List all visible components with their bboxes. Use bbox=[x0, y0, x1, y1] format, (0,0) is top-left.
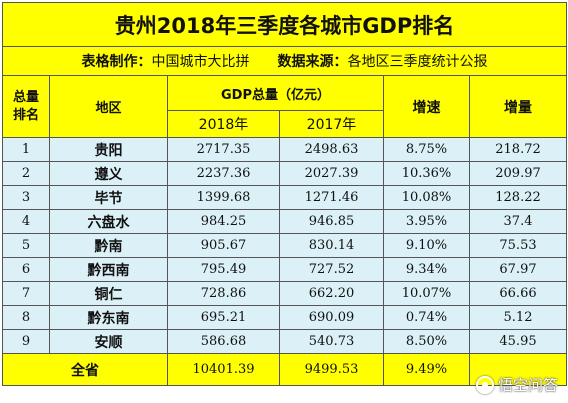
total-2017: 9499.53 bbox=[279, 353, 384, 386]
cell-increase: 66.66 bbox=[468, 281, 568, 306]
table-row: 6 黔西南 795.49 727.52 9.34% 67.97 bbox=[2, 257, 568, 282]
maker-label: 表格制作： bbox=[81, 54, 152, 70]
cell-rank: 3 bbox=[2, 185, 50, 210]
table-row: 9 安顺 586.68 540.73 8.50% 45.95 bbox=[2, 329, 568, 354]
cell-2017: 662.20 bbox=[279, 281, 384, 306]
cell-2018: 984.25 bbox=[167, 209, 280, 234]
cell-region: 遵义 bbox=[49, 161, 168, 186]
cell-2017: 830.14 bbox=[279, 233, 384, 258]
cell-increase: 45.95 bbox=[468, 329, 568, 354]
table-row: 2 遵义 2237.36 2027.39 10.36% 209.97 bbox=[2, 161, 568, 186]
gdp-ranking-table: 贵州2018年三季度各城市GDP排名 表格制作：中国城市大比拼 数据来源：各地区三… bbox=[1, 2, 568, 386]
cell-region: 安顺 bbox=[49, 329, 168, 354]
maker-value: 中国城市大比拼 bbox=[151, 54, 250, 70]
cell-increase: 37.4 bbox=[468, 209, 568, 234]
cell-growth: 8.50% bbox=[383, 329, 470, 354]
cell-region: 黔南 bbox=[49, 233, 168, 258]
cell-2018: 2237.36 bbox=[167, 161, 280, 186]
cell-rank: 5 bbox=[2, 233, 50, 258]
cell-growth: 3.95% bbox=[383, 209, 470, 234]
meta-row: 表格制作：中国城市大比拼 数据来源：各地区三季度统计公报 bbox=[1, 46, 568, 76]
total-label: 全省 bbox=[2, 353, 168, 386]
cell-2017: 727.52 bbox=[279, 257, 384, 282]
cell-2017: 690.09 bbox=[279, 305, 384, 330]
cell-2017: 2027.39 bbox=[279, 161, 384, 186]
cell-2018: 695.21 bbox=[167, 305, 280, 330]
cell-rank: 9 bbox=[2, 329, 50, 354]
table-row: 3 毕节 1399.68 1271.46 10.08% 128.22 bbox=[2, 185, 568, 210]
cell-2017: 946.85 bbox=[279, 209, 384, 234]
cell-growth: 10.36% bbox=[383, 161, 470, 186]
watermark: 悟空问答 bbox=[475, 374, 558, 395]
cell-region: 铜仁 bbox=[49, 281, 168, 306]
source-label: 数据来源： bbox=[277, 54, 348, 70]
cell-rank: 6 bbox=[2, 257, 50, 282]
cell-2018: 795.49 bbox=[167, 257, 280, 282]
cell-increase: 5.12 bbox=[468, 305, 568, 330]
cell-growth: 10.07% bbox=[383, 281, 470, 306]
cell-region: 毕节 bbox=[49, 185, 168, 210]
table-row: 7 铜仁 728.86 662.20 10.07% 66.66 bbox=[2, 281, 568, 306]
total-row: 全省 10401.39 9499.53 9.49% bbox=[2, 353, 568, 386]
cell-growth: 9.10% bbox=[383, 233, 470, 258]
cell-rank: 7 bbox=[2, 281, 50, 306]
header-row-2: 2018年 2017年 bbox=[3, 110, 567, 138]
cell-2018: 2717.35 bbox=[167, 137, 280, 162]
cell-increase: 128.22 bbox=[468, 185, 568, 210]
cell-rank: 4 bbox=[2, 209, 50, 234]
cell-2018: 586.68 bbox=[167, 329, 280, 354]
cell-2017: 540.73 bbox=[279, 329, 384, 354]
header-row-1: 总量排名 地区 GDP总量（亿元） 增速 增量 bbox=[2, 75, 568, 138]
header-increase: 增量 bbox=[468, 75, 568, 138]
cell-rank: 8 bbox=[2, 305, 50, 330]
wukong-logo-icon bbox=[475, 375, 494, 394]
source-value: 各地区三季度统计公报 bbox=[347, 54, 488, 70]
header-2017: 2017年 bbox=[279, 110, 384, 138]
table-row: 4 六盘水 984.25 946.85 3.95% 37.4 bbox=[2, 209, 568, 234]
cell-growth: 8.75% bbox=[383, 137, 470, 162]
cell-growth: 10.08% bbox=[383, 185, 470, 210]
header-gdp-group: GDP总量（亿元） bbox=[167, 75, 384, 111]
cell-region: 黔东南 bbox=[49, 305, 168, 330]
table-row: 8 黔东南 695.21 690.09 0.74% 5.12 bbox=[2, 305, 568, 330]
cell-2018: 728.86 bbox=[167, 281, 280, 306]
header-region: 地区 bbox=[49, 75, 168, 138]
cell-growth: 0.74% bbox=[383, 305, 470, 330]
cell-increase: 209.97 bbox=[468, 161, 568, 186]
cell-region: 贵阳 bbox=[49, 137, 168, 162]
cell-2017: 1271.46 bbox=[279, 185, 384, 210]
table-title: 贵州2018年三季度各城市GDP排名 bbox=[1, 2, 568, 47]
header-growth: 增速 bbox=[383, 75, 470, 138]
cell-rank: 1 bbox=[2, 137, 50, 162]
table-row: 1 贵阳 2717.35 2498.63 8.75% 218.72 bbox=[2, 137, 568, 162]
cell-rank: 2 bbox=[2, 161, 50, 186]
meta-cell: 表格制作：中国城市大比拼 数据来源：各地区三季度统计公报 bbox=[1, 46, 568, 76]
cell-increase: 218.72 bbox=[468, 137, 568, 162]
cell-increase: 75.53 bbox=[468, 233, 568, 258]
cell-increase: 67.97 bbox=[468, 257, 568, 282]
table-row: 5 黔南 905.67 830.14 9.10% 75.53 bbox=[2, 233, 568, 258]
cell-2018: 905.67 bbox=[167, 233, 280, 258]
cell-region: 黔西南 bbox=[49, 257, 168, 282]
title-row: 贵州2018年三季度各城市GDP排名 bbox=[1, 2, 568, 47]
watermark-text: 悟空问答 bbox=[497, 376, 558, 394]
total-growth: 9.49% bbox=[383, 353, 470, 386]
header-rank: 总量排名 bbox=[2, 75, 50, 138]
total-2018: 10401.39 bbox=[167, 353, 280, 386]
cell-2018: 1399.68 bbox=[167, 185, 280, 210]
cell-2017: 2498.63 bbox=[279, 137, 384, 162]
header-2018: 2018年 bbox=[167, 110, 280, 138]
cell-growth: 9.34% bbox=[383, 257, 470, 282]
cell-region: 六盘水 bbox=[49, 209, 168, 234]
